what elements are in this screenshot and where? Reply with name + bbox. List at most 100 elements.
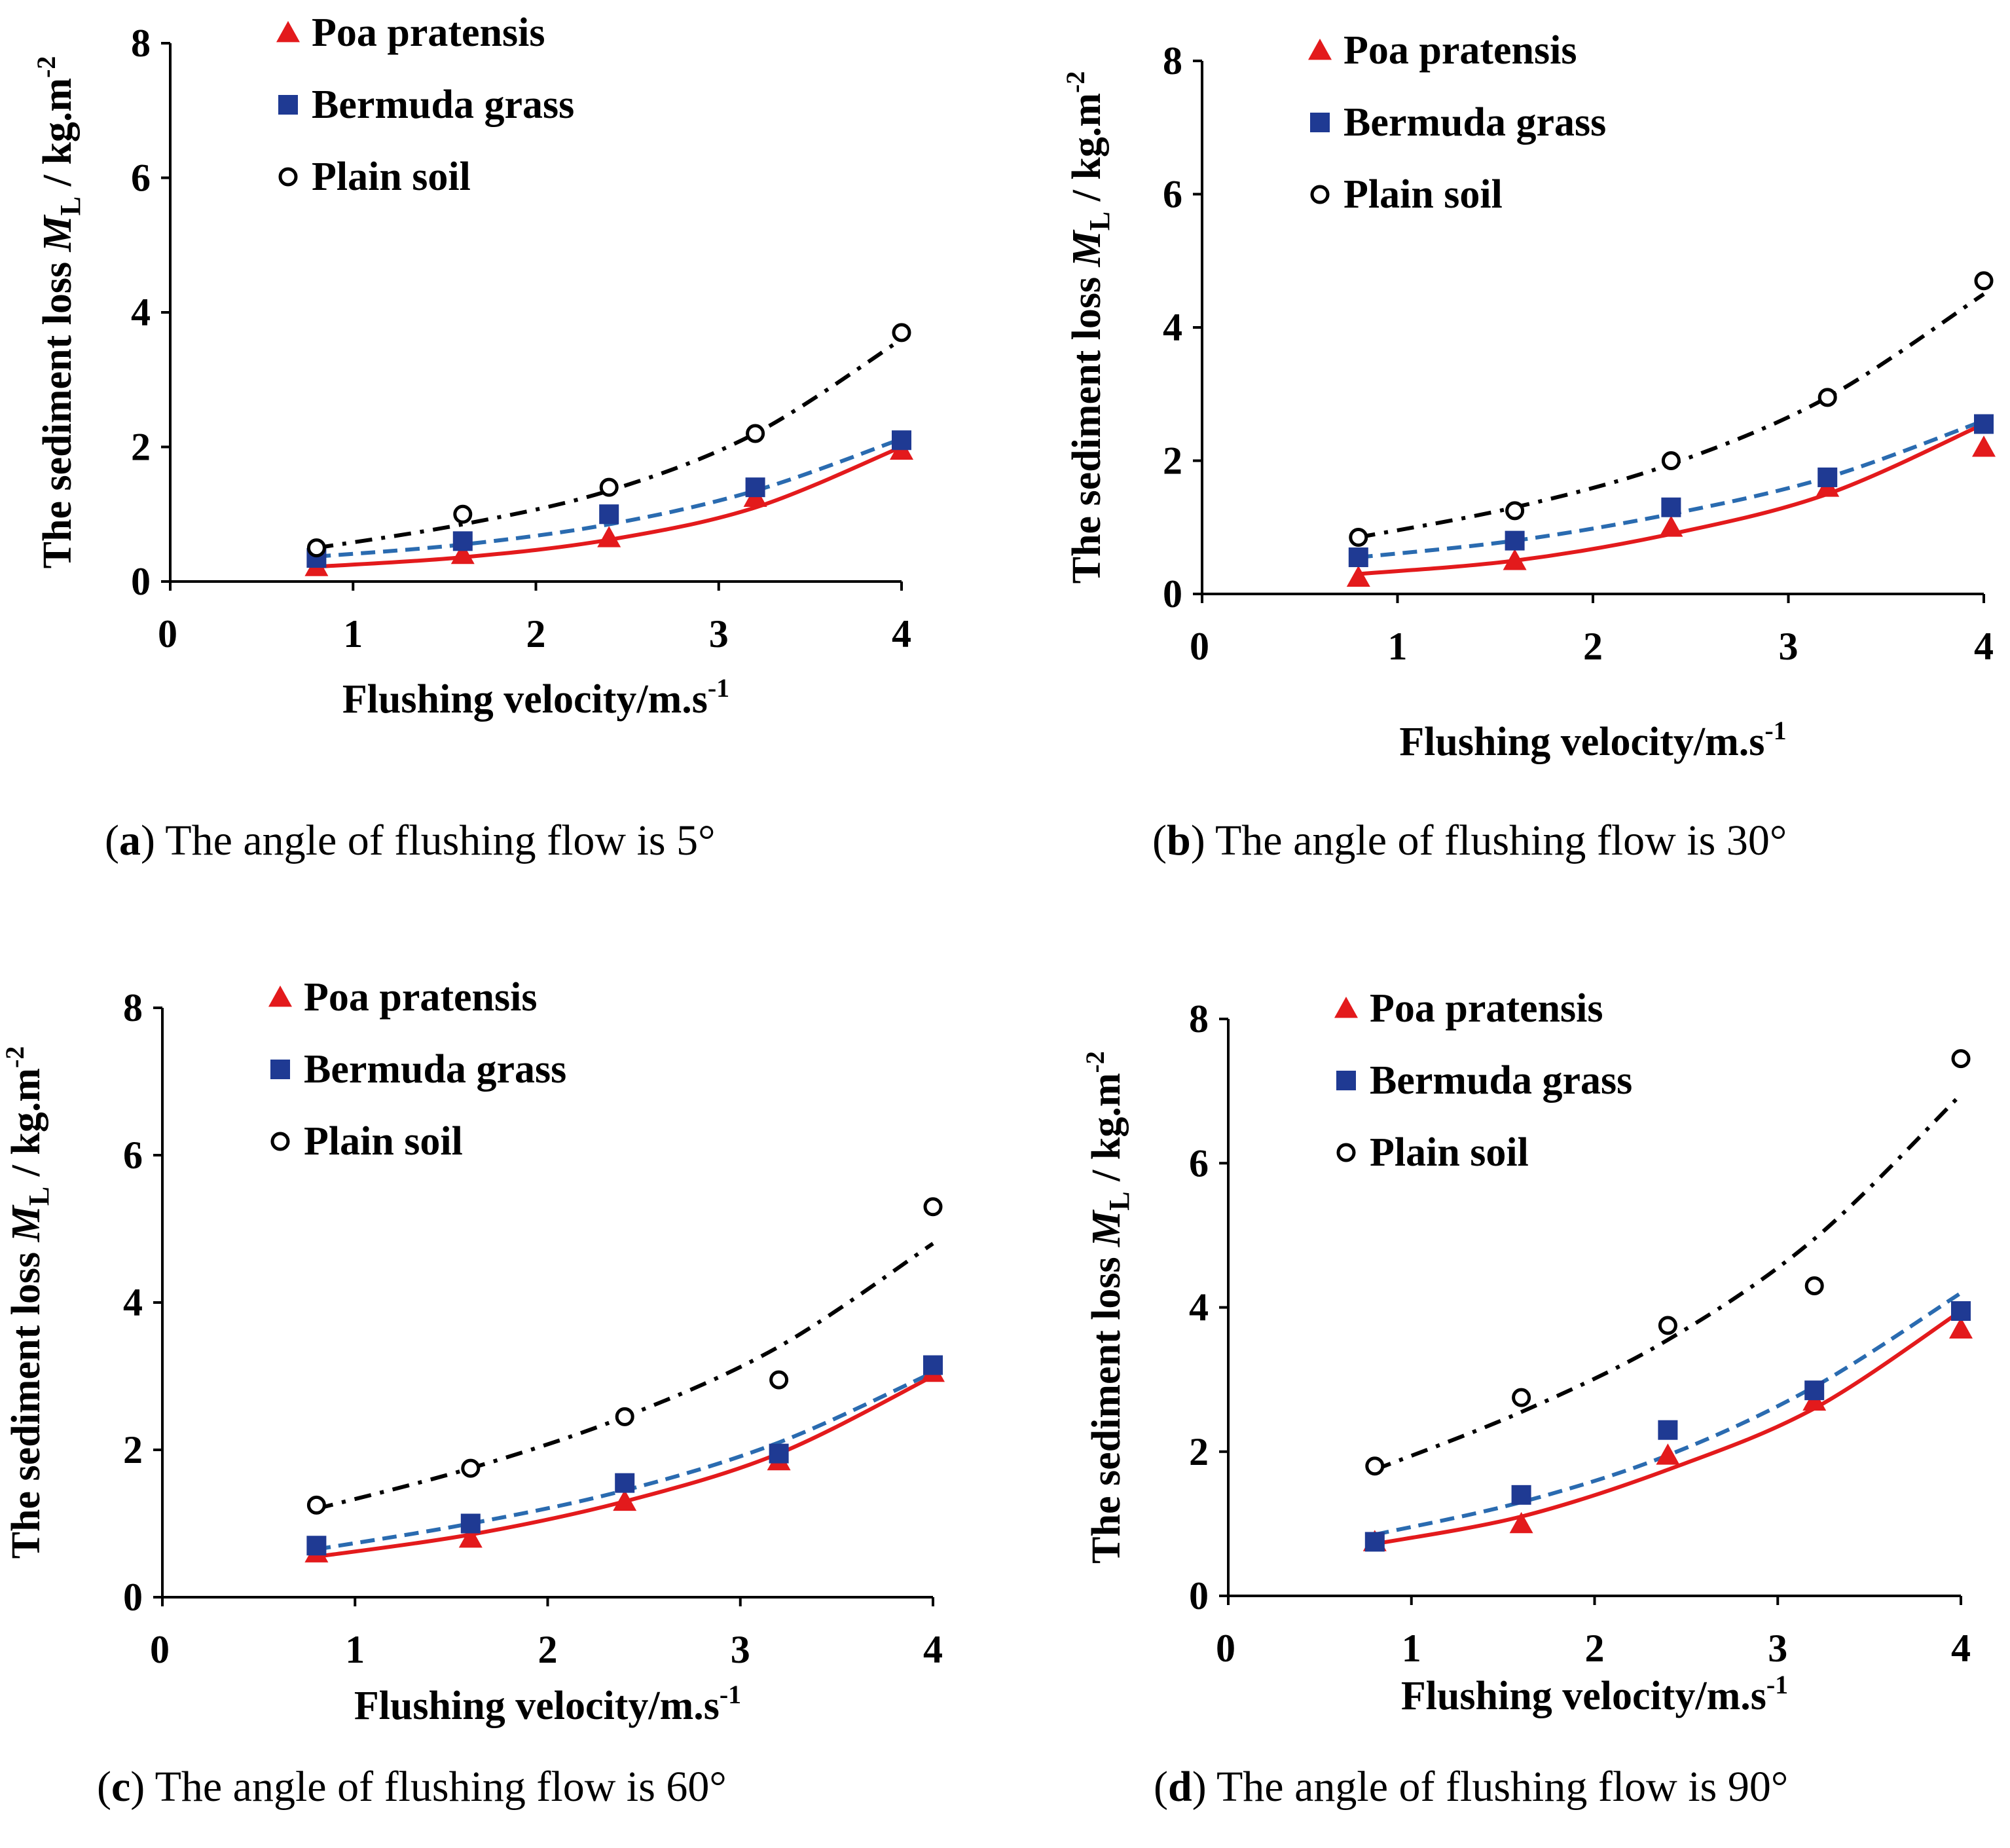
y-tick-label: 0 <box>1189 1574 1209 1617</box>
panel-caption: (c) The angle of flushing flow is 60° <box>97 1763 727 1811</box>
fit-line-circle <box>1374 1093 1963 1472</box>
x-tick-label: 4 <box>892 612 911 656</box>
legend-marker-triangle <box>1334 997 1358 1018</box>
x-tick-label: 2 <box>538 1628 558 1671</box>
y-tick-label: 8 <box>123 986 143 1029</box>
data-point-square <box>599 504 619 525</box>
x-tick-label: 3 <box>731 1628 750 1671</box>
data-point-triangle <box>450 542 475 564</box>
data-point-square <box>1974 414 1994 434</box>
data-point-circle <box>615 1407 634 1426</box>
legend-label: Poa pratensis <box>304 975 538 1020</box>
y-tick-label: 8 <box>1189 997 1209 1041</box>
data-point-square <box>460 1513 481 1534</box>
data-point-circle <box>461 1458 481 1478</box>
y-tick-label: 4 <box>123 1281 143 1324</box>
data-point-square <box>1348 547 1368 568</box>
data-point-circle <box>1512 1388 1531 1407</box>
chart-panel-b: 0 1 2 3 4 0 2 4 6 8 Flushing velocity/m.s-1 The sed… <box>1061 28 1996 864</box>
data-point-square <box>1818 467 1838 487</box>
y-tick-label: 2 <box>1189 1430 1209 1473</box>
legend-marker-square <box>1336 1071 1356 1090</box>
data-point-circle <box>1661 451 1681 470</box>
data-point-square <box>1511 1485 1531 1505</box>
data-point-triangle <box>1509 1511 1533 1534</box>
data-point-circle <box>1658 1316 1677 1335</box>
y-axis-title: The sediment loss ML / kg.m-2 <box>0 1046 55 1559</box>
data-point-circle <box>923 1197 943 1217</box>
legend-label: Bermuda grass <box>304 1047 566 1092</box>
data-point-circle <box>1804 1276 1824 1295</box>
data-point-circle <box>306 538 326 558</box>
fit-line-circle <box>316 337 903 550</box>
data-point-square <box>1951 1301 1971 1321</box>
data-point-circle <box>1365 1456 1385 1476</box>
y-axis-title: The sediment loss ML / kg.m-2 <box>1080 1051 1135 1564</box>
legend-marker-circle <box>270 1132 290 1151</box>
data-point-triangle <box>1659 515 1683 537</box>
data-point-circle <box>599 477 619 497</box>
fit-line-square <box>316 437 903 559</box>
data-point-square <box>306 1536 327 1556</box>
legend-marker-square <box>270 1060 290 1079</box>
fit-line-square <box>1358 418 1985 560</box>
data-point-square <box>769 1443 789 1464</box>
data-point-square <box>1364 1532 1385 1552</box>
legend-label: Plain soil <box>304 1119 463 1164</box>
legend-label: Plain soil <box>312 155 471 199</box>
data-point-circle <box>1974 271 1994 291</box>
data-point-triangle <box>1656 1443 1680 1465</box>
legend-marker-circle <box>1310 185 1330 204</box>
y-tick-label: 2 <box>123 1428 143 1471</box>
x-tick-label: 1 <box>1388 625 1408 668</box>
data-point-square <box>892 430 911 451</box>
legend-marker-triangle <box>268 986 292 1007</box>
data-point-triangle <box>1346 565 1370 587</box>
y-axis-title: The sediment loss ML / kg.m-2 <box>31 56 86 569</box>
data-point-square <box>745 477 765 498</box>
data-point-circle <box>1818 388 1837 407</box>
data-point-triangle <box>1503 549 1527 570</box>
x-tick-label: 3 <box>1768 1627 1787 1670</box>
x-axis-title: Flushing velocity/m.s-1 <box>1399 716 1786 764</box>
data-point-triangle <box>458 1526 483 1548</box>
y-tick-label: 6 <box>1163 173 1182 216</box>
x-tick-label: 1 <box>345 1628 365 1671</box>
x-tick-label: 1 <box>1402 1627 1421 1670</box>
legend-marker-square <box>278 95 298 115</box>
x-tick-label: 3 <box>709 612 729 656</box>
x-tick-label: 4 <box>923 1628 943 1671</box>
data-point-square <box>1505 530 1525 551</box>
x-tick-label: 2 <box>1585 1627 1605 1670</box>
fit-line-triangle <box>1374 1309 1962 1546</box>
panel-caption: (b) The angle of flushing flow is 30° <box>1152 817 1787 864</box>
data-point-circle <box>892 323 911 342</box>
fit-line-square <box>316 1371 934 1551</box>
y-tick-label: 8 <box>1163 39 1182 83</box>
legend-label: Plain soil <box>1343 172 1503 217</box>
legend-label: Poa pratensis <box>1343 28 1577 73</box>
data-point-triangle <box>613 1489 637 1511</box>
data-point-circle <box>1951 1049 1971 1069</box>
x-axis-title: Flushing velocity/m.s-1 <box>354 1680 741 1728</box>
fit-line-circle <box>316 1242 934 1511</box>
x-tick-label: 4 <box>1951 1627 1971 1670</box>
y-tick-label: 4 <box>1163 306 1182 349</box>
y-tick-label: 6 <box>131 157 151 200</box>
y-tick-label: 4 <box>131 291 151 334</box>
chart-panel-c: 0 1 2 3 4 0 2 4 6 8 Flushing velocity/m.s-1 The sed… <box>0 975 945 1811</box>
x-tick-label: 0 <box>1216 1627 1235 1670</box>
y-axis-title: The sediment loss ML / kg.m-2 <box>1061 71 1116 584</box>
y-tick-label: 2 <box>131 426 151 469</box>
y-tick-label: 2 <box>1163 439 1182 483</box>
fit-line-triangle <box>316 1374 934 1559</box>
data-point-circle <box>769 1370 789 1390</box>
data-point-square <box>1658 1420 1678 1440</box>
x-tick-label: 1 <box>343 612 363 656</box>
legend-marker-triangle <box>1308 39 1332 60</box>
x-axis-title: Flushing velocity/m.s-1 <box>1401 1670 1788 1718</box>
x-tick-label: 3 <box>1779 625 1799 668</box>
x-axis-title: Flushing velocity/m.s-1 <box>342 673 729 722</box>
x-tick-label: 0 <box>1190 625 1209 668</box>
